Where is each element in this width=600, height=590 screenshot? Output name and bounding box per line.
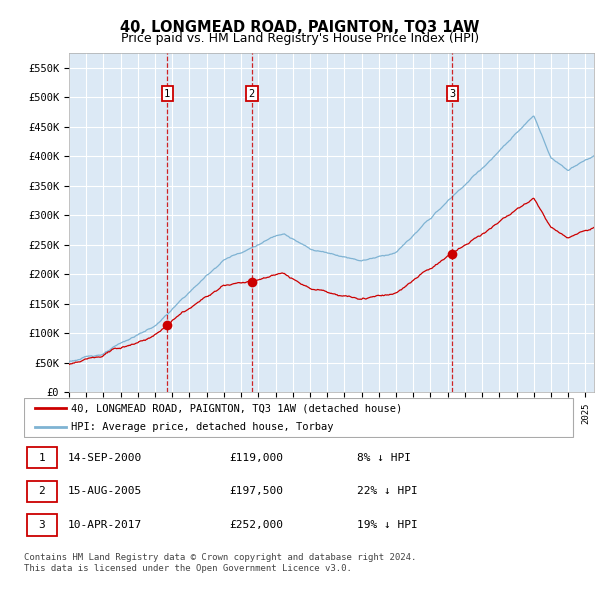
Text: Price paid vs. HM Land Registry's House Price Index (HPI): Price paid vs. HM Land Registry's House … xyxy=(121,32,479,45)
FancyBboxPatch shape xyxy=(27,447,58,468)
Text: 40, LONGMEAD ROAD, PAIGNTON, TQ3 1AW: 40, LONGMEAD ROAD, PAIGNTON, TQ3 1AW xyxy=(121,20,479,35)
Text: 40, LONGMEAD ROAD, PAIGNTON, TQ3 1AW (detached house): 40, LONGMEAD ROAD, PAIGNTON, TQ3 1AW (de… xyxy=(71,404,403,414)
Text: £119,000: £119,000 xyxy=(229,453,283,463)
Text: 15-AUG-2005: 15-AUG-2005 xyxy=(67,486,142,496)
Text: £197,500: £197,500 xyxy=(229,486,283,496)
Text: 2: 2 xyxy=(38,486,45,496)
Text: £252,000: £252,000 xyxy=(229,520,283,530)
Text: 8% ↓ HPI: 8% ↓ HPI xyxy=(357,453,411,463)
FancyBboxPatch shape xyxy=(27,481,58,502)
Text: HPI: Average price, detached house, Torbay: HPI: Average price, detached house, Torb… xyxy=(71,422,334,432)
Text: 22% ↓ HPI: 22% ↓ HPI xyxy=(357,486,418,496)
Text: 3: 3 xyxy=(449,89,455,99)
Text: Contains HM Land Registry data © Crown copyright and database right 2024.
This d: Contains HM Land Registry data © Crown c… xyxy=(24,553,416,573)
Text: 3: 3 xyxy=(38,520,45,530)
Text: 2: 2 xyxy=(248,89,255,99)
FancyBboxPatch shape xyxy=(27,514,58,536)
Text: 14-SEP-2000: 14-SEP-2000 xyxy=(67,453,142,463)
Text: 19% ↓ HPI: 19% ↓ HPI xyxy=(357,520,418,530)
Text: 1: 1 xyxy=(38,453,45,463)
FancyBboxPatch shape xyxy=(24,398,574,437)
Text: 1: 1 xyxy=(164,89,170,99)
Text: 10-APR-2017: 10-APR-2017 xyxy=(67,520,142,530)
